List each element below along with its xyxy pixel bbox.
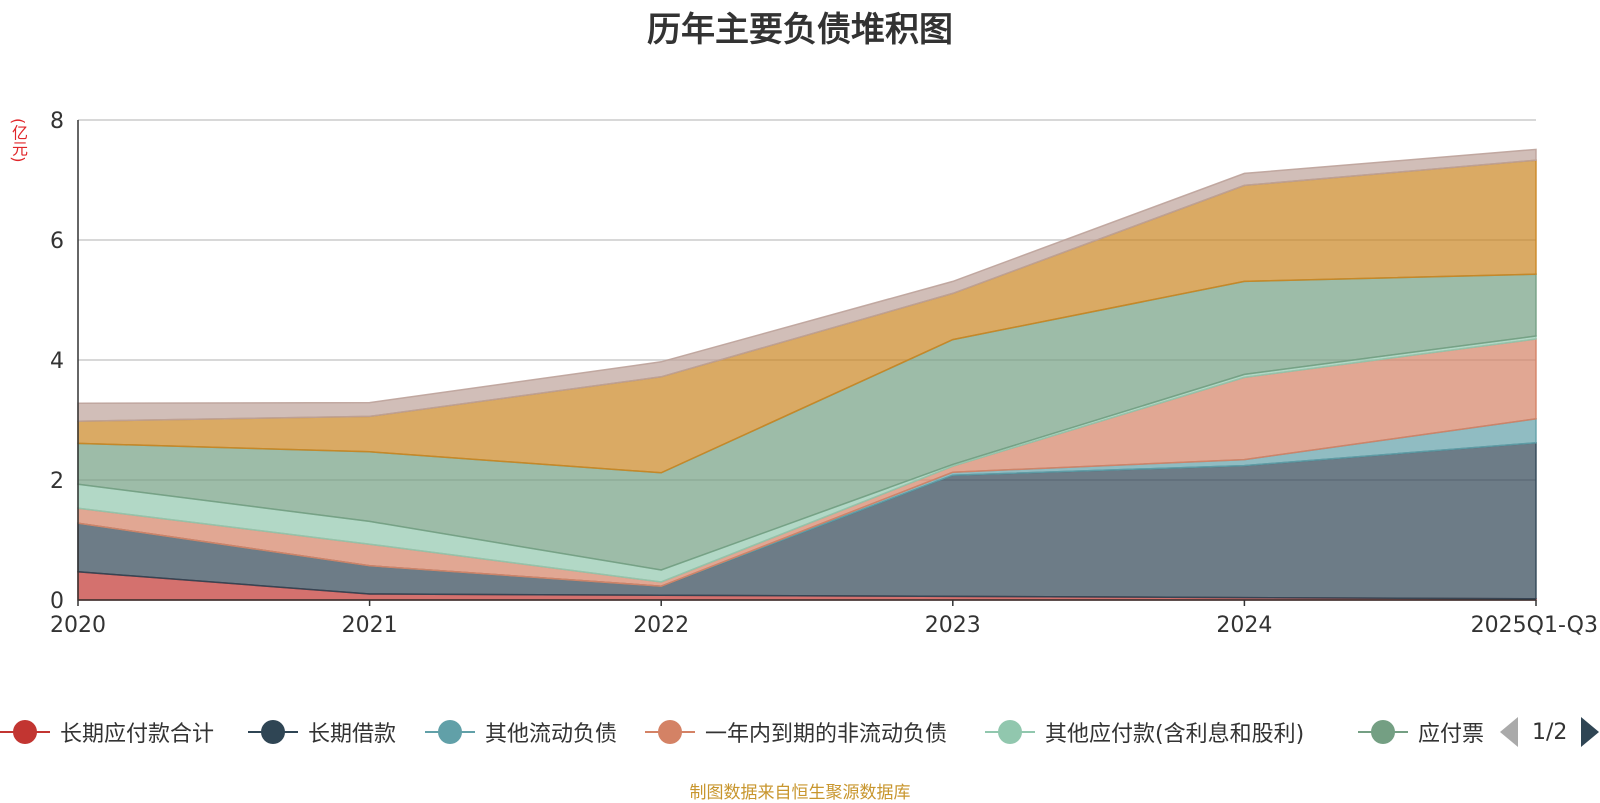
y-tick-label: 8	[50, 109, 64, 134]
previous-page-icon[interactable]	[1500, 717, 1518, 747]
legend-marker-icon	[0, 720, 50, 744]
chart-title: 历年主要负债堆积图	[647, 10, 953, 50]
legend-marker-icon	[425, 720, 475, 744]
x-tick-label: 2024	[1216, 613, 1272, 638]
x-tick-label: 2020	[50, 613, 106, 638]
y-tick-label: 0	[50, 589, 64, 614]
x-tick-label: 2025Q1-Q3	[1471, 613, 1598, 638]
y-tick-label: 4	[50, 349, 64, 374]
area-series-8[interactable]	[77, 148, 1537, 422]
legend-label: 其他应付款(含利息和股利)	[1045, 722, 1305, 747]
legend-pager: 1/2	[1500, 712, 1600, 752]
next-page-icon[interactable]	[1581, 717, 1600, 747]
x-tick-label: 2023	[925, 613, 981, 638]
stacked-area-chart: 0 2 4 6 8 2020 2021 2022 2023 2024 2025Q1-Q3	[50, 109, 1598, 638]
legend-item-other-current-liabilities[interactable]: 其他流动负债	[425, 712, 617, 752]
legend-item-current-portion-noncurrent[interactable]: 一年内到期的非流动负债	[645, 712, 947, 752]
legend-item-notes-payable[interactable]: 应付票	[1358, 712, 1498, 752]
legend-marker-icon	[645, 720, 695, 744]
legend-label: 一年内到期的非流动负债	[705, 722, 948, 747]
legend-item-long-term-payables[interactable]: 长期应付款合计	[0, 712, 214, 752]
area-series-group	[77, 148, 1537, 601]
legend-item-other-payables[interactable]: 其他应付款(含利息和股利)	[985, 712, 1304, 752]
legend: 长期应付款合计 长期借款 其他流动负债 一年内到期的非流动负债 其他应付款(含利…	[0, 712, 1600, 752]
legend-page-indicator: 1/2	[1532, 719, 1568, 745]
x-tick-label: 2021	[342, 613, 398, 638]
data-source-note: 制图数据来自恒生聚源数据库	[689, 783, 911, 803]
y-axis-unit-label: (亿元)	[9, 118, 28, 163]
legend-marker-icon	[1358, 720, 1408, 744]
legend-marker-icon	[985, 720, 1035, 744]
legend-label: 应付票	[1418, 722, 1485, 747]
legend-marker-icon	[248, 720, 298, 744]
legend-item-long-term-loans[interactable]: 长期借款	[248, 712, 396, 752]
x-tick-label: 2022	[633, 613, 689, 638]
y-tick-label: 2	[50, 469, 64, 494]
legend-label: 长期借款	[308, 722, 397, 747]
legend-label: 长期应付款合计	[60, 722, 215, 747]
y-tick-label: 6	[50, 229, 64, 254]
legend-label: 其他流动负债	[485, 722, 618, 747]
axes: 0 2 4 6 8 2020 2021 2022 2023 2024 2025Q1-Q3	[50, 109, 1598, 638]
